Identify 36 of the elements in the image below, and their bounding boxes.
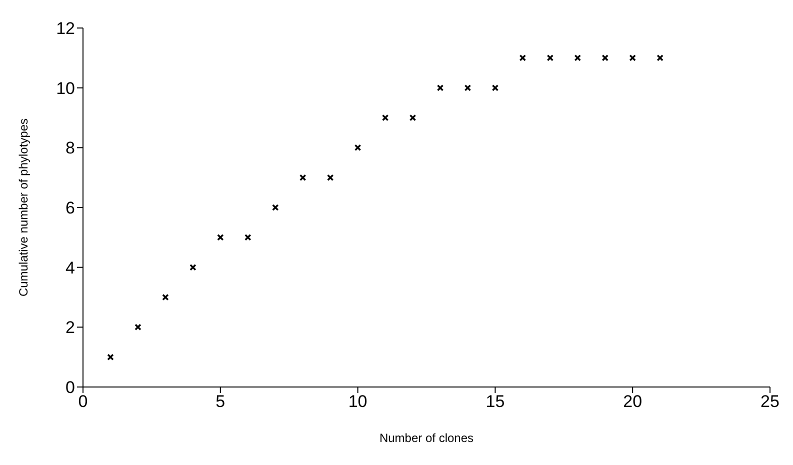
point (299, 174, 306, 181)
y-tick-label: 6 (66, 198, 75, 218)
point (134, 324, 142, 331)
y-tick-label: 0 (66, 378, 75, 398)
point (409, 114, 416, 122)
point (162, 294, 169, 301)
point (244, 234, 252, 241)
point (272, 204, 279, 211)
point (492, 84, 499, 92)
point (436, 84, 444, 92)
x-tick-label: 15 (486, 392, 505, 412)
point (629, 54, 636, 62)
x-tick-label: 25 (760, 392, 780, 412)
x-tick-label: 10 (348, 392, 368, 412)
y-tick-label: 10 (56, 78, 75, 98)
point (602, 54, 609, 62)
point (382, 114, 389, 122)
y-tick-label: 2 (66, 318, 75, 338)
point (464, 84, 472, 92)
y-tick-label: 8 (66, 138, 75, 158)
point (107, 354, 114, 360)
point (190, 264, 196, 271)
y-tick-label: 4 (66, 258, 75, 278)
y-tick-label: 12 (56, 19, 75, 38)
point (546, 54, 554, 62)
x-tick-label: 20 (623, 392, 642, 412)
x-tick-label: 0 (78, 392, 88, 412)
point (519, 54, 526, 62)
point (656, 54, 664, 62)
point (574, 54, 582, 62)
point (326, 174, 334, 181)
point (354, 144, 362, 152)
y-axis-title: Cumulative number of phylotypes (16, 118, 30, 297)
x-axis-title: Number of clones (379, 431, 474, 445)
x-tick-label: 5 (216, 392, 226, 412)
point (217, 234, 224, 241)
